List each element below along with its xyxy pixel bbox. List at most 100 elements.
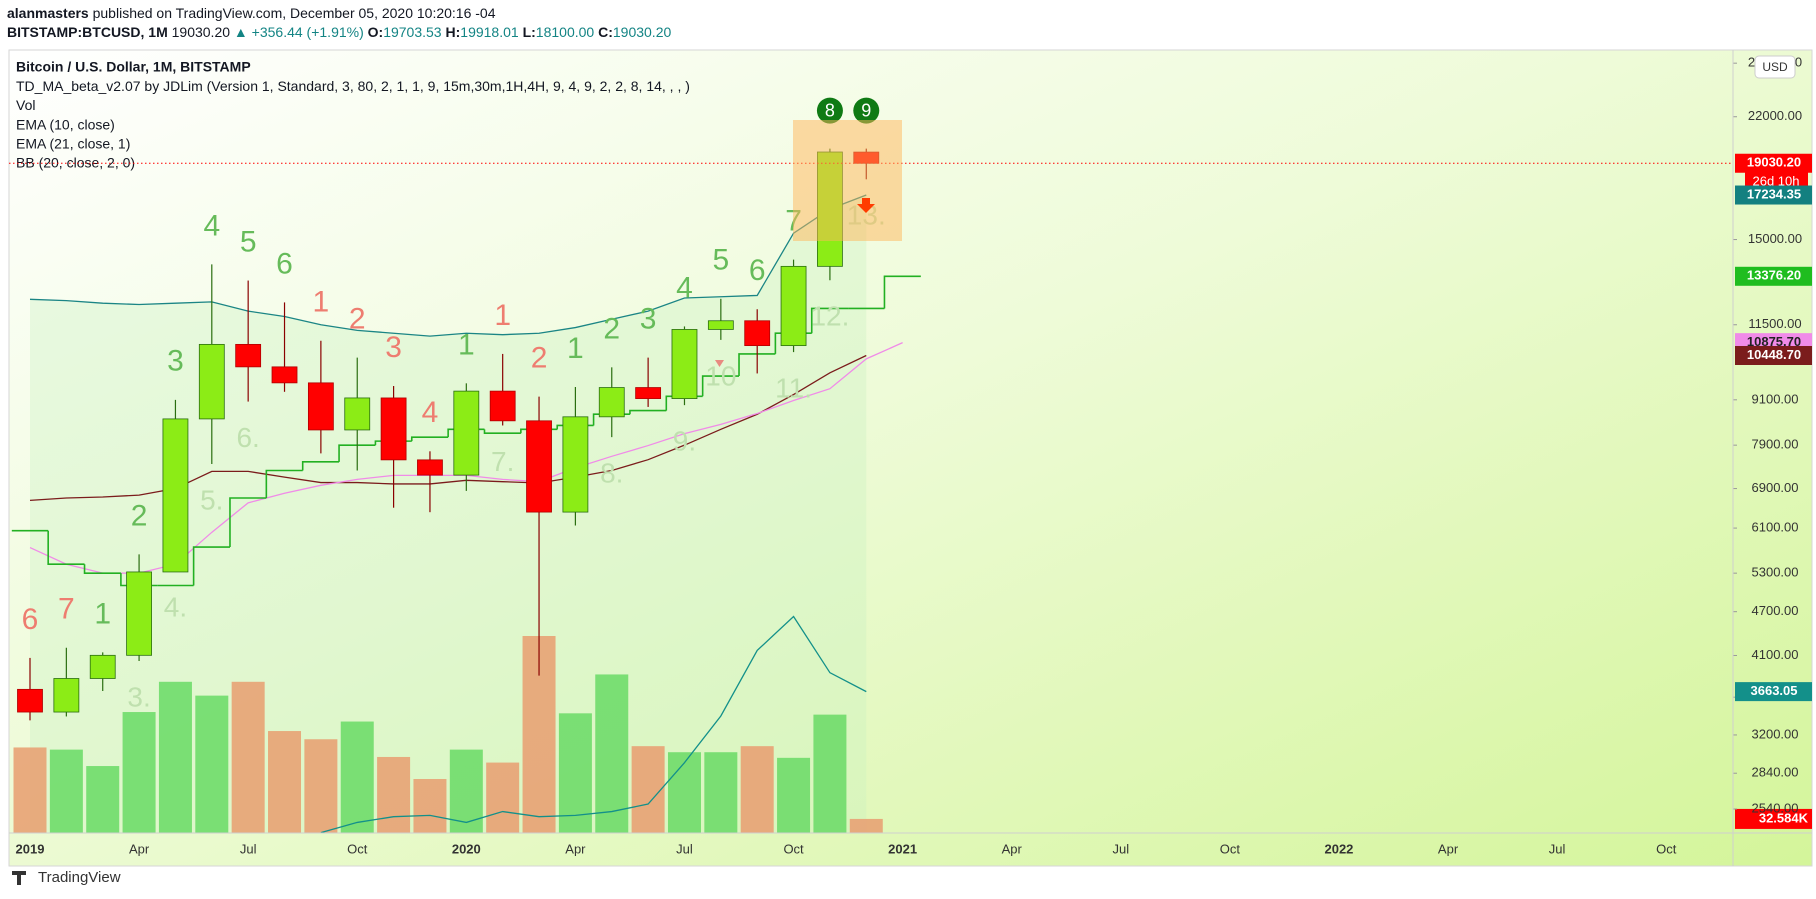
setup-number: 3 (640, 303, 657, 336)
candle-body (744, 320, 771, 347)
highlight-box (793, 120, 902, 241)
setup-number: 2 (131, 499, 148, 532)
setup-number: 1 (94, 597, 111, 630)
price-label: 13376.20 (1747, 268, 1801, 283)
setup-circle (816, 97, 843, 124)
x-tick-label: Jul (1112, 841, 1129, 856)
candle-body (453, 390, 480, 476)
setup-number: 1 (458, 328, 475, 361)
candle-body (198, 343, 225, 420)
x-tick-label: Jul (240, 841, 257, 856)
x-tick-label: Apr (1438, 841, 1459, 856)
countdown-number: 3. (127, 681, 150, 712)
x-tick-label: Oct (1220, 841, 1241, 856)
candle-body (307, 382, 334, 431)
volume-label: 32.584K (1759, 810, 1809, 825)
x-tick-label: Apr (565, 841, 586, 856)
candle-body (126, 571, 152, 656)
x-tick-label: 2019 (16, 841, 45, 856)
setup-number: 3 (167, 345, 184, 378)
countdown-number: 11. (775, 372, 812, 403)
currency: USD (1762, 60, 1788, 74)
volume-bar (304, 739, 338, 833)
price-label-bg (1735, 682, 1812, 702)
countdown-number: 10 (705, 360, 736, 391)
candle-body (635, 387, 662, 399)
setup-number: 1 (567, 332, 584, 365)
setup-number: 6 (22, 603, 39, 636)
timer: 26d 10h (1753, 174, 1800, 189)
y-tick-label: 4100.00 (1752, 647, 1799, 662)
setup-number: 6 (749, 254, 766, 287)
legend-line: Bitcoin / U.S. Dollar, 1M, BITSTAMP (16, 59, 251, 75)
countdown-number: 5. (200, 484, 223, 515)
indicator-line (29, 194, 867, 337)
step-line (301, 461, 340, 471)
step-line (338, 444, 376, 462)
marker-triangle (715, 360, 724, 367)
volume-bar (777, 757, 811, 833)
y-tick-label: 15000.00 (1748, 231, 1802, 246)
volume-bar (268, 731, 302, 833)
volume-bar (195, 695, 229, 833)
volume-bar (231, 681, 265, 833)
candle-body (417, 459, 443, 476)
setup-number: 5 (712, 244, 729, 277)
volume-bar (122, 712, 156, 833)
candle-body (489, 390, 516, 422)
volume-bar (595, 674, 629, 833)
logo-icon (12, 871, 26, 885)
volume-bar (558, 713, 592, 833)
setup-number: 6 (276, 247, 293, 280)
ohlc-key: O: (367, 24, 384, 40)
volume-bar (377, 756, 411, 833)
candle-body (707, 320, 734, 330)
x-tick-label: Apr (1002, 841, 1023, 856)
volume-bar (49, 749, 83, 833)
candle-body (162, 418, 189, 573)
candle-body (780, 265, 807, 347)
ohlc-value: 19030.20 (612, 24, 672, 40)
change: ▲ +356.44 (+1.91%) (233, 24, 364, 40)
volume-bar (86, 766, 120, 833)
setup-number: 9 (861, 100, 871, 120)
step-line (883, 275, 921, 309)
setup-number: 5 (240, 225, 257, 258)
y-tick-label: 4700.00 (1752, 603, 1799, 618)
step-line (229, 497, 267, 548)
legend-line: Vol (16, 97, 35, 113)
x-tick-label: 2022 (1324, 841, 1353, 856)
candle-body (380, 397, 407, 461)
x-tick-label: Jul (676, 841, 693, 856)
step-line (701, 375, 740, 397)
header: alanmasters published on TradingView.com… (7, 4, 671, 42)
legend-line: EMA (10, close) (16, 116, 115, 132)
price-label-bg (1735, 153, 1812, 173)
y-tick-label: 6900.00 (1752, 480, 1799, 495)
setup-number: 4 (422, 396, 439, 429)
volume-bar (158, 681, 192, 833)
candle-body (17, 688, 43, 713)
legend-line: EMA (21, close, 1) (16, 136, 130, 152)
step-line (410, 436, 449, 442)
volume-bar (13, 747, 47, 833)
step-line (265, 469, 303, 498)
setup-number: 2 (349, 303, 366, 336)
price-label: 19030.20 (1747, 155, 1801, 170)
price-label: 10875.70 (1747, 334, 1801, 349)
candle-body (562, 416, 589, 513)
x-tick-label: 2021 (888, 841, 917, 856)
countdown-number: 9. (673, 426, 696, 457)
ohlc-key: C: (598, 24, 613, 40)
candle-body (671, 329, 698, 399)
volume-bar (740, 746, 774, 833)
publish-line: alanmasters published on TradingView.com… (7, 4, 671, 23)
y-tick-label: 3200.00 (1752, 726, 1799, 741)
setup-number: 3 (385, 331, 402, 364)
setup-number: 4 (203, 209, 220, 242)
setup-number: 2 (531, 342, 548, 375)
countdown-number: 4. (164, 592, 187, 623)
price-label: 10448.70 (1747, 347, 1801, 362)
ohlc-key: L: (522, 24, 536, 40)
